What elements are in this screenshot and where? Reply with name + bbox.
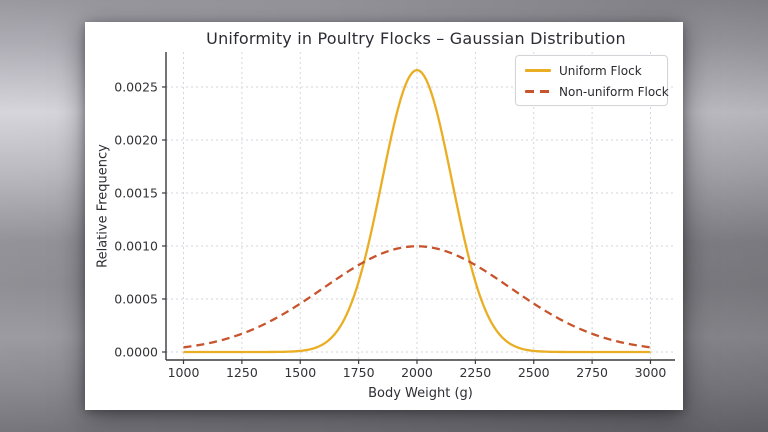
legend-item-uniform-flock: Uniform Flock — [525, 62, 658, 79]
legend-label: Uniform Flock — [559, 63, 642, 78]
y-tick-label: 0.0020 — [114, 132, 158, 147]
legend-swatch-dashed-line — [525, 90, 551, 93]
x-tick-label: 2750 — [576, 365, 608, 380]
x-tick-label: 2250 — [459, 365, 491, 380]
x-tick-label: 3000 — [635, 365, 667, 380]
non-uniform-flock-curve — [183, 245, 651, 349]
legend: Uniform Flock Non-uniform Flock — [515, 55, 669, 106]
y-tick-label: 0.0000 — [114, 344, 158, 359]
legend-label: Non-uniform Flock — [559, 84, 669, 99]
y-tick-label: 0.0015 — [114, 185, 158, 200]
uniform-flock-curve — [183, 68, 651, 354]
chart-title: Uniformity in Poultry Flocks – Gaussian … — [206, 29, 626, 48]
x-tick-label: 1500 — [284, 365, 316, 380]
y-tick-label: 0.0005 — [114, 291, 158, 306]
x-tick-label: 1000 — [168, 365, 200, 380]
chart-card: 1000 1250 1500 1750 2000 2250 2500 2750 3000 0.00… — [85, 22, 683, 410]
plot-area: 1000 1250 1500 1750 2000 2250 2500 2750 3000 0.00… — [114, 52, 675, 380]
legend-swatch-solid-line — [525, 69, 551, 72]
x-axis-label: Body Weight (g) — [368, 386, 473, 401]
y-tick-label: 0.0010 — [114, 238, 158, 253]
x-tick-label: 2500 — [518, 365, 550, 380]
x-tick-label: 1250 — [226, 365, 258, 380]
x-tick-label: 2000 — [401, 365, 433, 380]
y-axis-label: Relative Frequency — [95, 144, 111, 268]
legend-item-non-uniform-flock: Non-uniform Flock — [525, 83, 669, 100]
x-tick-label: 1750 — [343, 365, 375, 380]
y-tick-label: 0.0025 — [114, 79, 158, 94]
